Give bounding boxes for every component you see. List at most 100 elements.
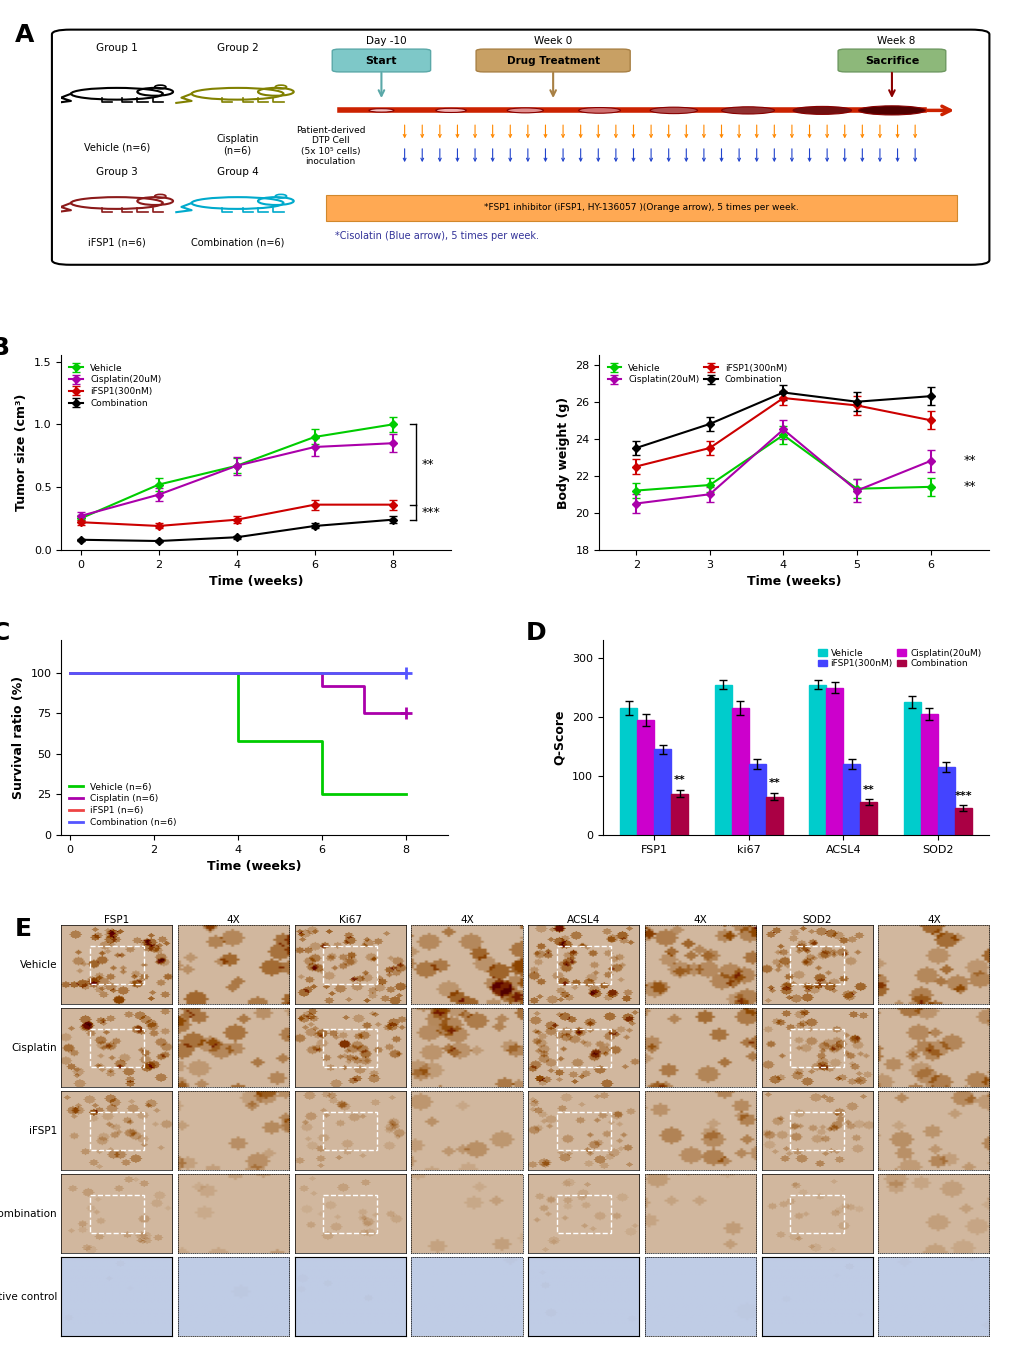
Legend: Vehicle, iFSP1(300nM), Cisplatin(20uM), Combination: Vehicle, iFSP1(300nM), Cisplatin(20uM), … (813, 645, 984, 672)
Bar (556, 1029, 610, 1067)
Cisplatin (n=6) (63, 665, 75, 682)
Cisplatin (n=6) (358, 705, 370, 721)
Text: *FSP1 inhibitor (iFSP1, HY-136057 )(Orange arrow), 5 times per week.: *FSP1 inhibitor (iFSP1, HY-136057 )(Oran… (483, 203, 798, 213)
Y-axis label: Body weight (g): Body weight (g) (556, 397, 570, 508)
Vehicle (n=6) (231, 665, 244, 682)
Text: Combination (n=6): Combination (n=6) (191, 237, 284, 248)
Ellipse shape (720, 106, 773, 114)
Text: Week 0: Week 0 (534, 35, 572, 46)
Bar (731, 709, 748, 834)
Bar (859, 803, 876, 834)
Bar (765, 796, 782, 834)
Legend: Vehicle, Cisplatin(20uM), iFSP1(300nM), Combination: Vehicle, Cisplatin(20uM), iFSP1(300nM), … (603, 360, 790, 388)
Vehicle (n=6) (231, 733, 244, 750)
X-axis label: Time (weeks): Time (weeks) (746, 575, 841, 587)
Bar (323, 1029, 377, 1067)
Bar (954, 808, 971, 834)
Line: Vehicle (n=6): Vehicle (n=6) (69, 673, 406, 795)
Cisplatin (n=6) (316, 677, 328, 694)
Bar (748, 765, 765, 834)
FancyBboxPatch shape (838, 49, 945, 72)
Legend: Vehicle (n=6), Cisplatin (n=6), iFSP1 (n=6), Combination (n=6): Vehicle (n=6), Cisplatin (n=6), iFSP1 (n… (65, 778, 180, 830)
Title: ACSL4: ACSL4 (567, 915, 600, 924)
Title: 4X: 4X (460, 915, 474, 924)
Vehicle (n=6) (399, 786, 412, 803)
Bar (90, 1029, 144, 1067)
Text: Sacrifice: Sacrifice (864, 56, 918, 65)
X-axis label: Time (weeks): Time (weeks) (209, 575, 304, 587)
Title: FSP1: FSP1 (104, 915, 129, 924)
Ellipse shape (369, 109, 393, 112)
Bar (90, 1194, 144, 1232)
Title: Ki67: Ki67 (338, 915, 362, 924)
Y-axis label: Vehicle: Vehicle (19, 960, 57, 969)
Ellipse shape (435, 108, 466, 113)
Text: **: ** (963, 480, 975, 493)
Text: Week 8: Week 8 (876, 35, 915, 46)
Y-axis label: iFSP1: iFSP1 (29, 1126, 57, 1135)
Cisplatin (n=6) (358, 677, 370, 694)
Bar (556, 1194, 610, 1232)
Bar (556, 946, 610, 984)
FancyBboxPatch shape (476, 49, 630, 72)
Bar (790, 1194, 844, 1232)
Ellipse shape (506, 108, 543, 113)
Y-axis label: Combination: Combination (0, 1209, 57, 1219)
Line: Cisplatin (n=6): Cisplatin (n=6) (69, 673, 406, 713)
Text: Group 2: Group 2 (216, 44, 258, 53)
Text: C: C (0, 622, 10, 645)
Bar (653, 750, 671, 834)
Cisplatin (n=6) (316, 665, 328, 682)
Text: Day -10: Day -10 (366, 35, 406, 46)
Text: Patient-derived
DTP Cell
(5x 10⁵ cells)
inoculation: Patient-derived DTP Cell (5x 10⁵ cells) … (296, 125, 365, 166)
Bar (556, 1112, 610, 1150)
Bar (790, 1112, 844, 1150)
Ellipse shape (578, 108, 620, 113)
Title: SOD2: SOD2 (802, 915, 832, 924)
Text: **: ** (862, 785, 874, 795)
Title: 4X: 4X (226, 915, 240, 924)
Bar (790, 1029, 844, 1067)
Text: Group 3: Group 3 (96, 166, 138, 177)
Text: *Cisolatin (Blue arrow), 5 times per week.: *Cisolatin (Blue arrow), 5 times per wee… (334, 232, 538, 241)
Bar (714, 684, 731, 834)
Text: Group 4: Group 4 (216, 166, 258, 177)
Ellipse shape (793, 106, 851, 114)
Bar (808, 684, 825, 834)
Bar (637, 720, 653, 834)
Y-axis label: Tumor size (cm³): Tumor size (cm³) (15, 394, 29, 511)
Bar (790, 946, 844, 984)
Text: **: ** (674, 776, 685, 785)
Text: **: ** (963, 454, 975, 468)
FancyBboxPatch shape (52, 30, 988, 264)
Text: Drug Treatment: Drug Treatment (506, 56, 599, 65)
Bar (671, 793, 688, 834)
Text: B: B (0, 337, 10, 360)
Text: Cisplatin
(n=6): Cisplatin (n=6) (216, 134, 259, 155)
Text: Group 1: Group 1 (96, 44, 138, 53)
Text: Vehicle (n=6): Vehicle (n=6) (84, 143, 150, 153)
Bar (323, 1194, 377, 1232)
Legend: Vehicle, Cisplatin(20uM), iFSP1(300nM), Combination: Vehicle, Cisplatin(20uM), iFSP1(300nM), … (65, 360, 165, 412)
FancyBboxPatch shape (325, 195, 956, 221)
Title: 4X: 4X (693, 915, 706, 924)
Bar (323, 1112, 377, 1150)
Bar (323, 946, 377, 984)
Bar (903, 702, 920, 834)
Text: ***: *** (422, 506, 440, 519)
Y-axis label: Negative control: Negative control (0, 1292, 57, 1302)
Bar (90, 1112, 144, 1150)
Y-axis label: Q-Score: Q-Score (552, 710, 566, 766)
Cisplatin (n=6) (399, 705, 412, 721)
Y-axis label: Survival ratio (%): Survival ratio (%) (12, 676, 24, 799)
Vehicle (n=6) (316, 733, 328, 750)
Text: **: ** (422, 458, 434, 472)
Bar (825, 687, 843, 834)
FancyBboxPatch shape (332, 49, 430, 72)
Text: A: A (14, 23, 34, 46)
Y-axis label: Cisplatin: Cisplatin (11, 1043, 57, 1052)
Vehicle (n=6) (63, 665, 75, 682)
Vehicle (n=6) (316, 786, 328, 803)
Text: ***: *** (954, 791, 971, 800)
Text: **: ** (767, 778, 780, 788)
